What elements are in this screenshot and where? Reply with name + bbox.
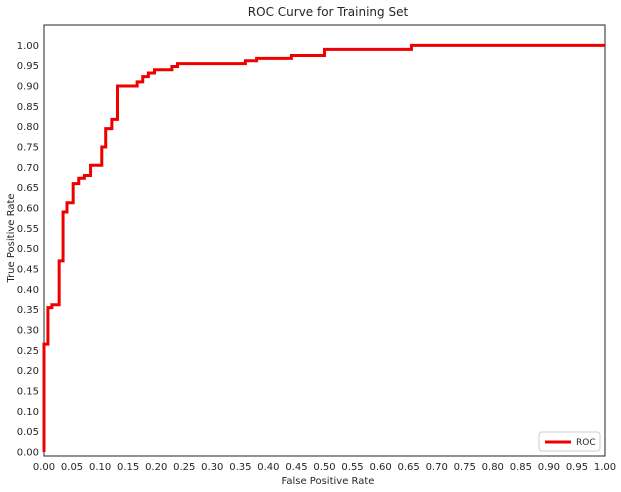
- x-tick-label: 0.00: [33, 462, 55, 473]
- x-tick-label: 0.20: [145, 462, 167, 473]
- y-tick-label: 0.75: [17, 142, 39, 153]
- y-axis-ticks: 0.00 0.05 0.10 0.15 0.20 0.25 0.30 0.35 0.40 0.45…: [17, 41, 39, 459]
- x-axis-ticks: 0.00 0.05 0.10 0.15 0.20 0.25 0.30 0.35 0.40 0.45…: [33, 462, 616, 473]
- x-tick-label: 0.40: [257, 462, 279, 473]
- plot-area: [42, 24, 606, 457]
- x-tick-label: 0.90: [538, 462, 560, 473]
- y-tick-label: 0.45: [17, 264, 39, 275]
- y-tick-label: 0.60: [17, 203, 39, 214]
- y-tick-label: 0.25: [17, 346, 39, 357]
- legend-roc-label: ROC: [576, 438, 596, 448]
- y-tick-label: 0.70: [17, 163, 39, 174]
- x-tick-label: 0.80: [482, 462, 504, 473]
- x-tick-label: 0.15: [117, 462, 139, 473]
- y-tick-label: 0.50: [17, 244, 39, 255]
- x-tick-label: 0.60: [369, 462, 391, 473]
- roc-curve-line: [42, 43, 605, 452]
- x-tick-label: 0.30: [201, 462, 223, 473]
- y-tick-label: 0.15: [17, 386, 39, 397]
- chart-title: ROC Curve for Training Set: [248, 5, 409, 19]
- x-tick-label: 0.35: [229, 462, 251, 473]
- x-tick-label: 0.05: [61, 462, 83, 473]
- x-tick-label: 1.00: [594, 462, 616, 473]
- y-tick-label: 0.65: [17, 183, 39, 194]
- y-tick-label: 0.95: [17, 61, 39, 72]
- y-tick-label: 0.05: [17, 427, 39, 438]
- y-tick-label: 0.20: [17, 366, 39, 377]
- x-tick-label: 0.45: [285, 462, 307, 473]
- y-tick-label: 0.00: [17, 447, 39, 458]
- y-tick-label: 0.90: [17, 81, 39, 92]
- x-tick-label: 0.95: [566, 462, 588, 473]
- y-tick-label: 0.30: [17, 325, 39, 336]
- y-tick-label: 0.85: [17, 102, 39, 113]
- y-tick-label: 0.55: [17, 224, 39, 235]
- y-tick-label: 0.40: [17, 285, 39, 296]
- plot-frame: [43, 24, 606, 457]
- y-tick-label: 0.10: [17, 407, 39, 418]
- x-tick-label: 0.85: [510, 462, 532, 473]
- legend: ROC: [538, 431, 601, 452]
- y-axis-title: True Positive Rate: [6, 193, 17, 283]
- y-tick-label: 1.00: [17, 41, 39, 52]
- x-tick-label: 0.70: [426, 462, 448, 473]
- x-axis-title: False Positive Rate: [282, 476, 375, 487]
- x-tick-label: 0.10: [89, 462, 111, 473]
- x-tick-label: 0.65: [398, 462, 420, 473]
- x-tick-label: 0.75: [454, 462, 476, 473]
- y-tick-label: 0.35: [17, 305, 39, 316]
- x-tick-label: 0.55: [341, 462, 363, 473]
- x-tick-label: 0.25: [173, 462, 195, 473]
- x-tick-label: 0.50: [313, 462, 335, 473]
- y-tick-label: 0.80: [17, 122, 39, 133]
